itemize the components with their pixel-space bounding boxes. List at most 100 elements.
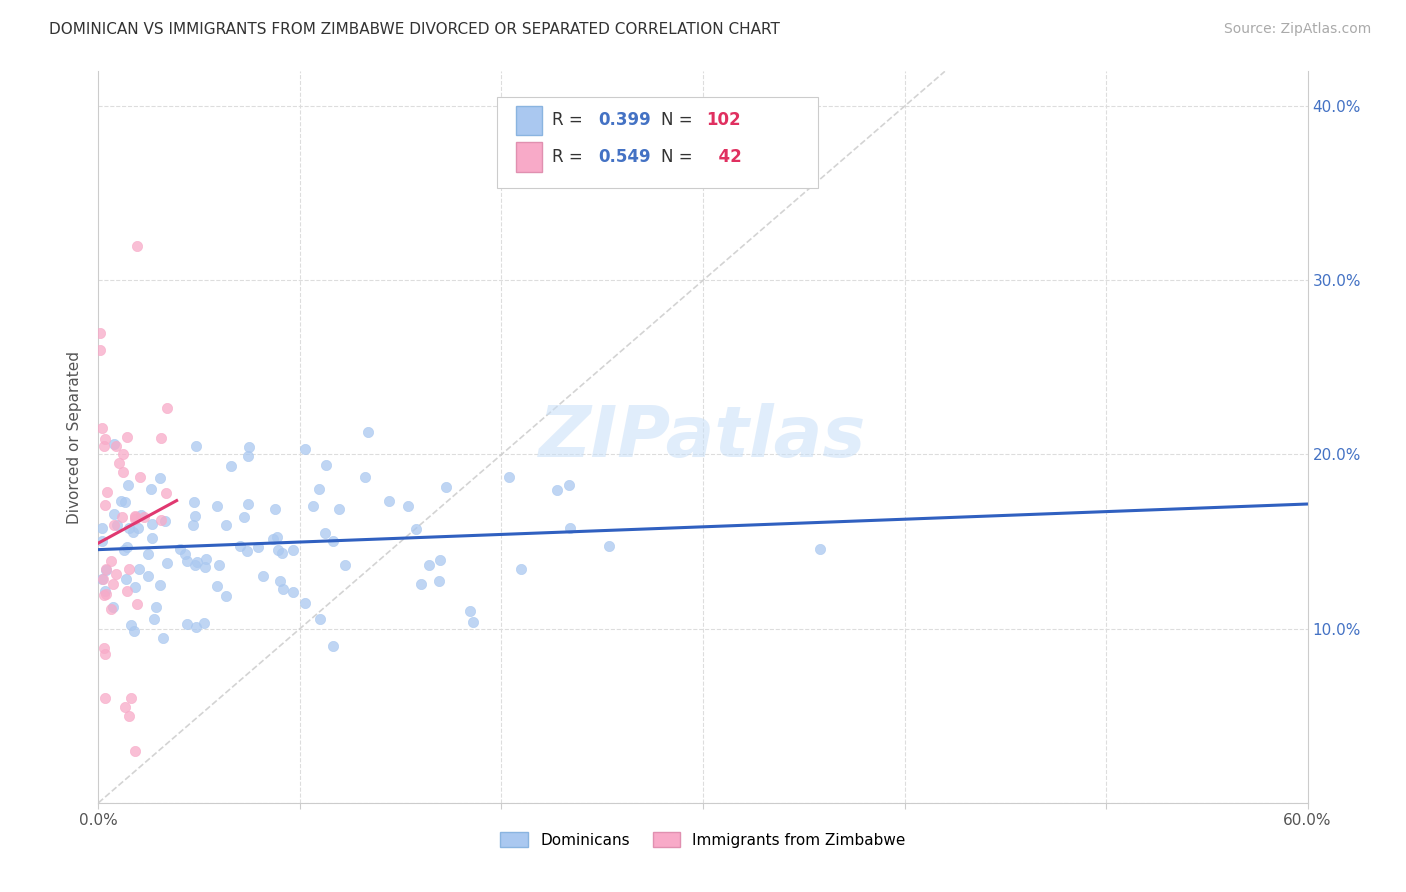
Point (219, 458, 242, 473)
Point (104, 440, 127, 454)
Point (104, 567, 127, 582)
Point (124, 580, 146, 594)
Text: N =: N = (661, 148, 697, 166)
Point (141, 531, 163, 545)
Point (93, 641, 115, 656)
Point (115, 430, 138, 444)
Point (155, 514, 177, 528)
Point (238, 441, 260, 455)
Point (125, 597, 148, 611)
Point (138, 547, 160, 561)
Point (215, 589, 238, 603)
Point (427, 574, 450, 588)
Point (149, 471, 172, 485)
Point (252, 569, 274, 583)
Point (283, 585, 305, 599)
Point (308, 482, 330, 496)
Point (152, 631, 174, 645)
FancyBboxPatch shape (516, 106, 543, 135)
Point (236, 543, 259, 558)
Point (110, 510, 132, 524)
Point (101, 599, 124, 614)
Point (110, 494, 132, 508)
Point (509, 562, 531, 576)
Point (183, 494, 205, 508)
Point (328, 502, 350, 516)
Point (267, 542, 290, 557)
Point (181, 517, 204, 532)
Point (184, 508, 207, 523)
Point (429, 553, 451, 567)
Point (149, 431, 172, 445)
Point (89, 343, 111, 357)
Point (498, 469, 520, 483)
Point (155, 485, 177, 500)
Point (598, 539, 620, 553)
Point (215, 517, 238, 532)
Point (122, 524, 145, 539)
Point (810, 541, 832, 556)
Point (112, 543, 135, 558)
Point (93, 584, 115, 599)
Point (115, 583, 138, 598)
Point (143, 612, 166, 626)
Point (176, 553, 198, 567)
Point (129, 508, 152, 522)
Point (105, 517, 128, 532)
Point (156, 556, 179, 570)
Point (93, 588, 115, 602)
Point (266, 530, 288, 544)
Legend: Dominicans, Immigrants from Zimbabwe: Dominicans, Immigrants from Zimbabwe (494, 825, 912, 854)
Point (264, 502, 287, 516)
Point (120, 691, 142, 706)
Point (558, 477, 581, 491)
Point (281, 543, 304, 558)
Point (94, 647, 117, 661)
Text: 0.399: 0.399 (598, 112, 651, 129)
Text: R =: R = (551, 112, 588, 129)
Point (91, 572, 114, 586)
Point (103, 518, 125, 533)
Point (236, 449, 259, 463)
Point (141, 517, 163, 532)
Point (461, 615, 484, 629)
Point (93, 439, 115, 453)
Point (546, 483, 568, 497)
Point (94, 587, 117, 601)
Point (93, 691, 115, 706)
Point (100, 554, 122, 568)
Point (148, 578, 170, 592)
Point (174, 547, 197, 561)
Point (357, 425, 380, 440)
Point (246, 540, 269, 554)
Point (322, 639, 344, 653)
Point (558, 521, 581, 535)
Point (309, 612, 332, 626)
Point (128, 562, 150, 576)
Point (134, 509, 156, 524)
Point (118, 521, 141, 535)
Point (89, 326, 111, 340)
Point (186, 620, 208, 634)
Point (93, 433, 115, 447)
Point (103, 437, 125, 451)
Point (150, 513, 173, 527)
Point (91, 533, 114, 548)
Point (91, 421, 114, 435)
Point (96, 484, 118, 499)
Text: Source: ZipAtlas.com: Source: ZipAtlas.com (1223, 22, 1371, 37)
Text: 0.549: 0.549 (598, 148, 651, 166)
Point (124, 624, 146, 638)
FancyBboxPatch shape (498, 97, 818, 188)
Point (434, 480, 457, 494)
Point (107, 456, 129, 470)
Point (205, 579, 228, 593)
Point (232, 509, 254, 524)
Point (176, 616, 198, 631)
Text: R =: R = (551, 148, 588, 166)
Point (262, 532, 284, 546)
Point (184, 439, 207, 453)
Point (124, 512, 146, 526)
Point (418, 558, 440, 572)
Point (117, 478, 139, 492)
